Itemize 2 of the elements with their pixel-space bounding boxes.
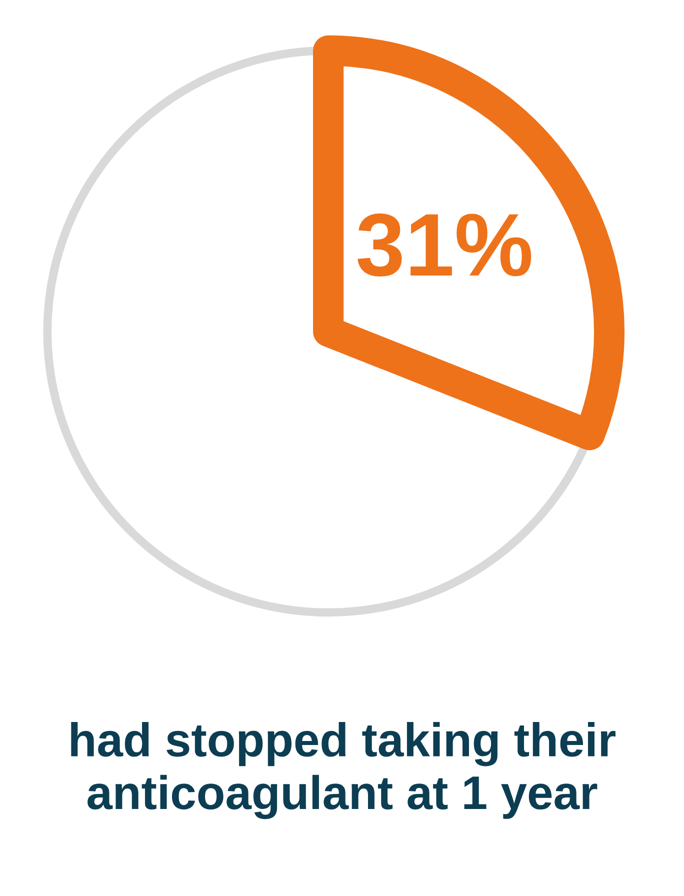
text: had stopped taking their anticoagulant at 1 year (71, 722, 616, 820)
data-label: 31% (358, 213, 532, 277)
